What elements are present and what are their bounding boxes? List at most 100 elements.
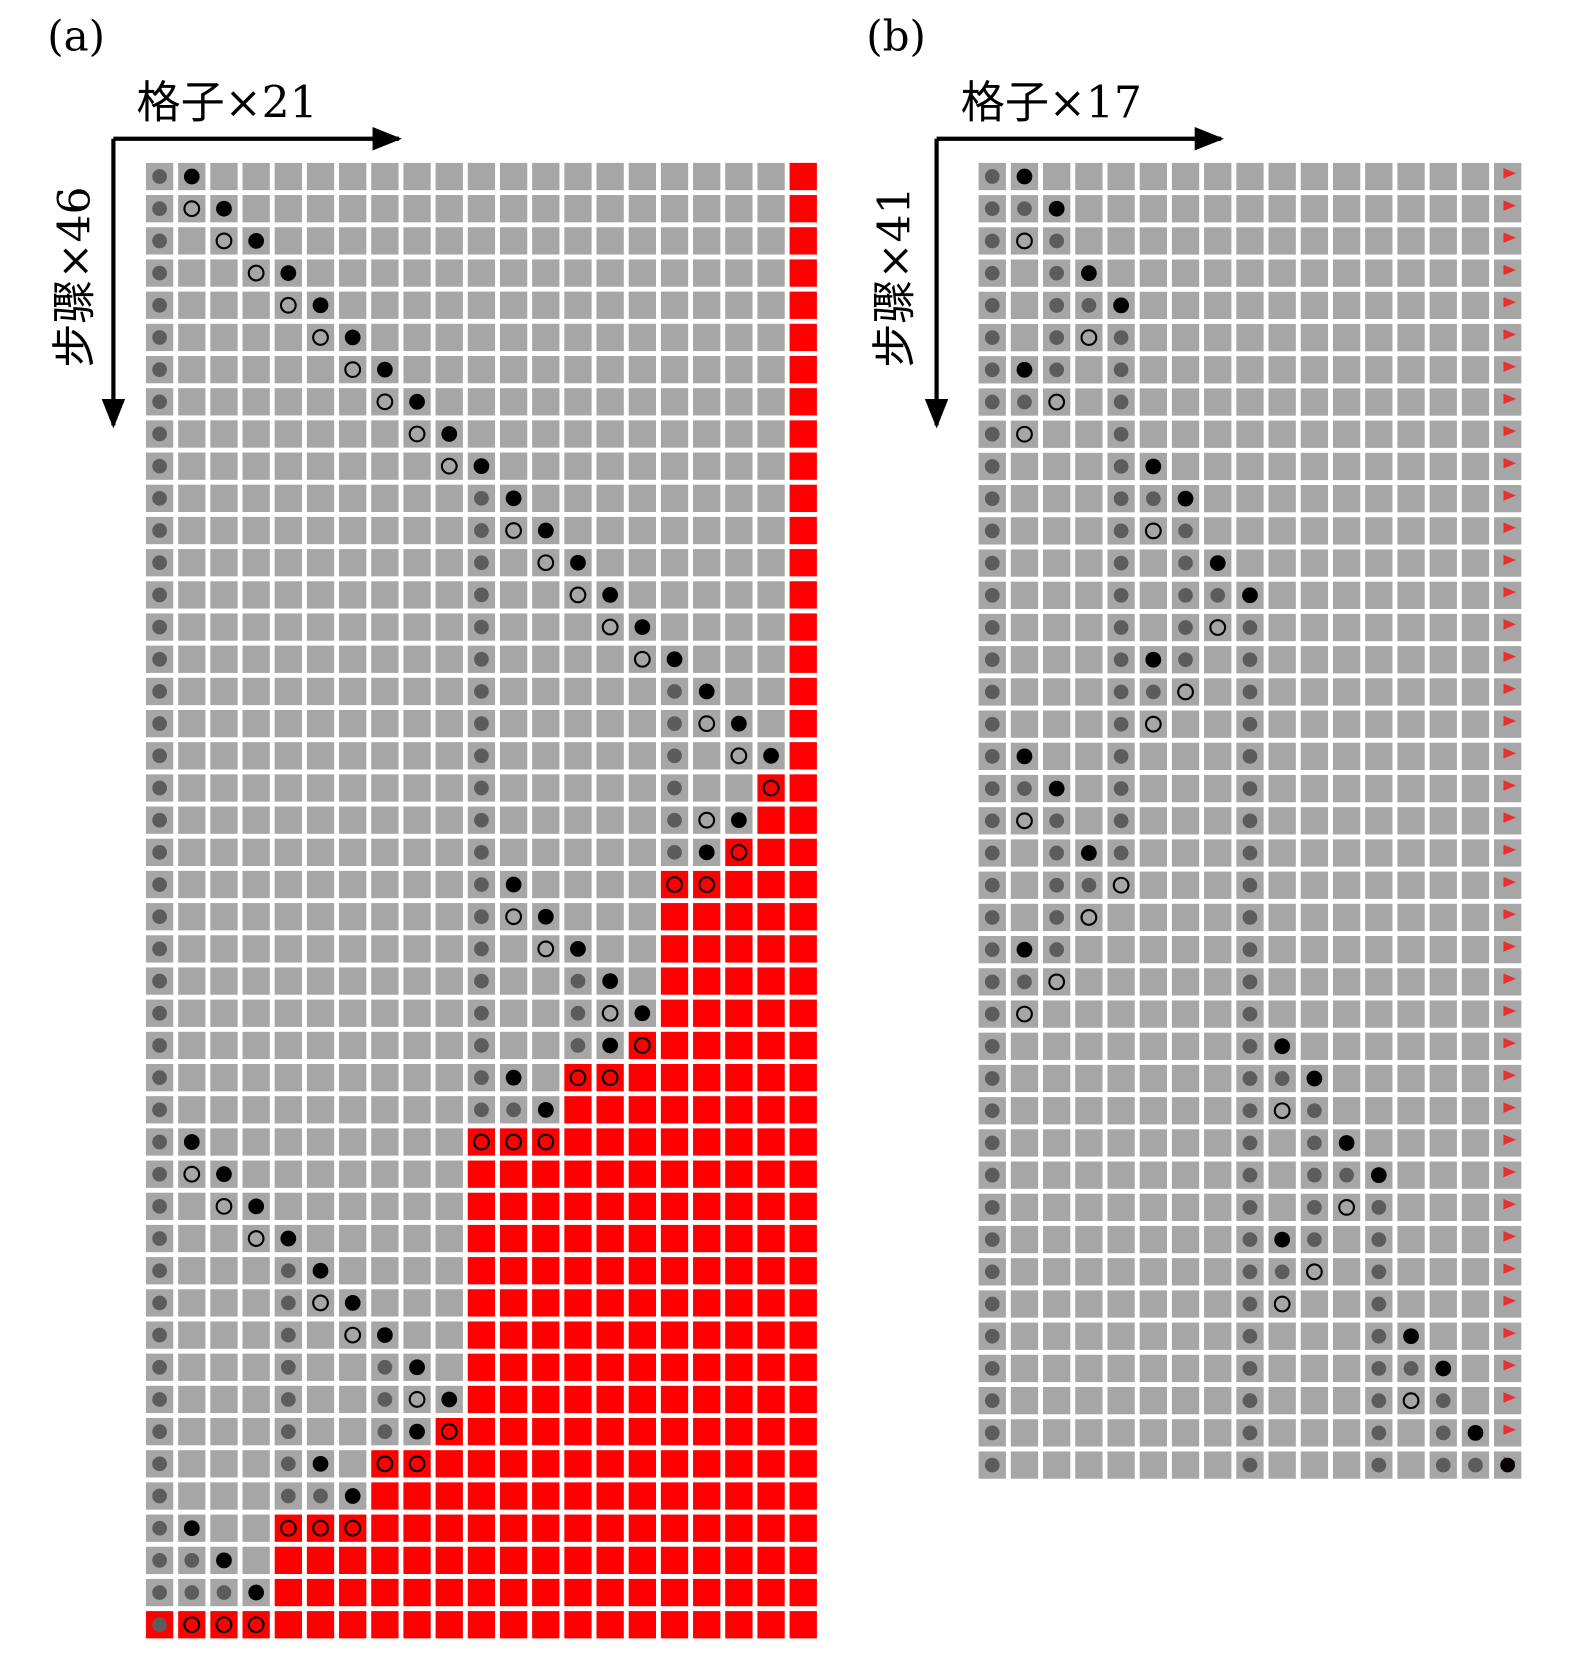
- flag: [1503, 1263, 1517, 1274]
- site-dot: [1113, 491, 1129, 507]
- particle: [473, 458, 490, 475]
- cell: [1204, 420, 1232, 448]
- site-dot: [474, 812, 489, 828]
- cell: [725, 613, 753, 641]
- site-dot: [152, 426, 167, 442]
- cell: [1429, 388, 1457, 416]
- cell: [499, 774, 528, 802]
- particle: [312, 297, 329, 314]
- cell: [1461, 839, 1490, 867]
- cell: [628, 967, 656, 995]
- cell: [306, 388, 335, 416]
- cell: [1461, 452, 1490, 481]
- cell: [1204, 227, 1232, 255]
- flag: [1503, 1231, 1517, 1242]
- hole: [1338, 1198, 1356, 1216]
- cell: [306, 1417, 335, 1446]
- cell: [178, 484, 206, 512]
- site-dot: [1242, 1200, 1258, 1215]
- flag: [1503, 329, 1517, 340]
- cell: [660, 999, 689, 1027]
- cell: [725, 323, 753, 352]
- cell: [596, 1321, 624, 1349]
- cell: [660, 452, 689, 480]
- cell: [1365, 162, 1393, 191]
- cell: [693, 1482, 721, 1510]
- hole: [408, 1455, 426, 1473]
- site-dot: [280, 1392, 296, 1407]
- cell: [725, 1031, 753, 1060]
- cell: [1204, 1161, 1232, 1189]
- cell: [242, 420, 270, 448]
- cell: [1171, 1193, 1200, 1222]
- cell: [1171, 452, 1200, 481]
- cell: [1429, 1097, 1457, 1125]
- cell: [628, 1546, 656, 1575]
- cell: [596, 1611, 624, 1639]
- cell: [1365, 323, 1393, 352]
- cell: [1300, 1451, 1329, 1479]
- site-dot: [1049, 813, 1065, 829]
- cell: [725, 645, 753, 673]
- cell: [178, 1482, 206, 1510]
- cell: [1204, 452, 1232, 481]
- cell: [789, 1063, 817, 1092]
- hole: [1273, 1295, 1291, 1313]
- cell: [693, 291, 721, 319]
- cell: [274, 452, 302, 480]
- site-dot: [1242, 1264, 1258, 1280]
- cell: [660, 1578, 689, 1607]
- cell: [274, 1611, 302, 1639]
- site-dot: [152, 169, 167, 184]
- cell: [1139, 227, 1167, 255]
- cell: [1300, 1258, 1329, 1286]
- cell: [789, 195, 817, 223]
- cell: [339, 935, 367, 963]
- site-dot: [984, 1232, 1000, 1247]
- cell: [1107, 1064, 1135, 1093]
- cell: [1300, 1387, 1329, 1415]
- site-dot: [506, 1102, 521, 1118]
- cell: [210, 967, 238, 995]
- cell: [757, 355, 785, 384]
- cell: [274, 420, 302, 448]
- cell: [564, 291, 592, 319]
- particle: [1113, 297, 1129, 314]
- cell: [371, 1257, 399, 1285]
- cell: [532, 549, 560, 577]
- cell: [1429, 485, 1457, 513]
- site-dot: [984, 813, 1000, 829]
- y-axis-label: 步骤×46: [49, 186, 100, 367]
- cell: [660, 1096, 689, 1124]
- cell: [1268, 195, 1296, 223]
- site-dot: [1242, 877, 1258, 893]
- cell: [1461, 323, 1490, 352]
- cell: [1429, 1161, 1457, 1189]
- cell: [178, 1385, 206, 1414]
- cell: [178, 388, 206, 416]
- cell: [789, 709, 817, 738]
- cell: [1204, 1290, 1232, 1318]
- cell: [1461, 1193, 1490, 1222]
- cell: [660, 1031, 689, 1060]
- cell: [1236, 259, 1264, 287]
- cell: [757, 1578, 785, 1607]
- particle: [280, 265, 297, 281]
- cell: [274, 645, 302, 673]
- cell: [371, 1224, 399, 1253]
- cell: [1429, 936, 1457, 964]
- cell: [1236, 227, 1264, 255]
- cell: [178, 999, 206, 1027]
- cell: [242, 516, 270, 545]
- cell: [1332, 452, 1361, 481]
- cell: [499, 452, 528, 480]
- cell: [435, 709, 463, 738]
- cell: [1300, 1032, 1329, 1060]
- cell: [1429, 1000, 1457, 1028]
- hole: [440, 1423, 458, 1441]
- cell: [306, 162, 335, 191]
- site-dot: [984, 1167, 1000, 1183]
- cell: [1429, 195, 1457, 223]
- cell: [467, 1546, 496, 1575]
